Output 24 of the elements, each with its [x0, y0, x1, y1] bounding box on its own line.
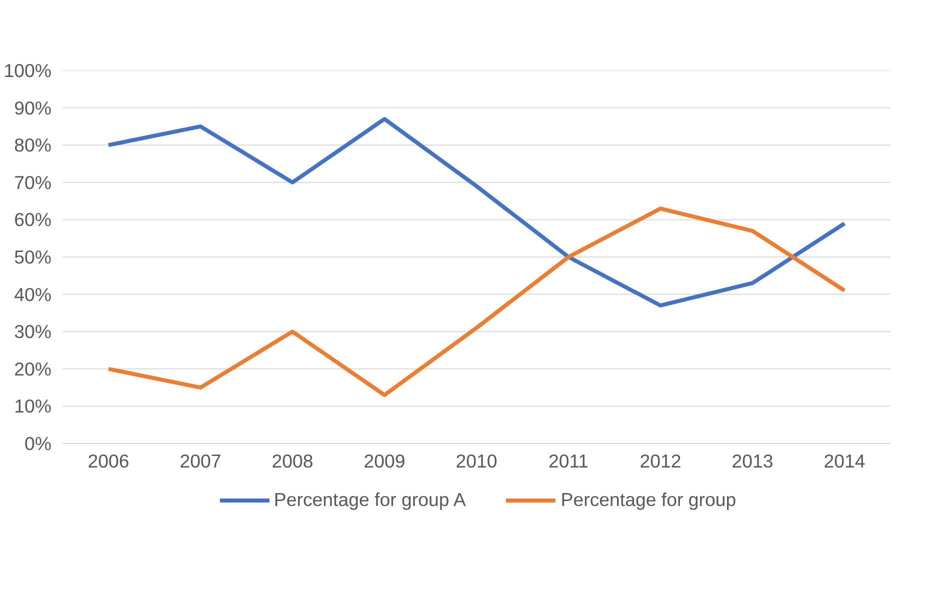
y-tick-label: 0%	[24, 433, 52, 454]
line-series	[106, 206, 846, 398]
y-tick-label: 80%	[14, 134, 52, 156]
x-tick-label: 2009	[364, 450, 406, 472]
y-tick-label: 30%	[14, 321, 52, 342]
x-tick-label: 2014	[824, 450, 866, 472]
legend-label: Percentage for group A	[274, 489, 466, 511]
y-tick-label: 10%	[14, 396, 52, 417]
line-series	[106, 116, 846, 308]
y-tick-label: 70%	[14, 172, 52, 193]
x-tick-label: 2007	[180, 450, 222, 472]
y-tick-label: 60%	[14, 209, 52, 230]
x-tick-label: 2008	[272, 450, 314, 472]
y-tick-label: 50%	[14, 246, 52, 268]
x-tick-label: 2011	[548, 450, 589, 472]
x-tick-label: 2013	[732, 450, 774, 472]
y-tick-label: 20%	[14, 358, 52, 380]
legend-label: Percentage for group	[560, 489, 736, 511]
x-tick-label: 2010	[456, 450, 498, 472]
y-tick-label: 40%	[14, 284, 52, 305]
y-tick-label: 90%	[14, 97, 52, 118]
y-tick-label: 100%	[4, 60, 52, 81]
x-tick-label: 2006	[88, 450, 130, 472]
x-tick-label: 2012	[640, 450, 682, 472]
